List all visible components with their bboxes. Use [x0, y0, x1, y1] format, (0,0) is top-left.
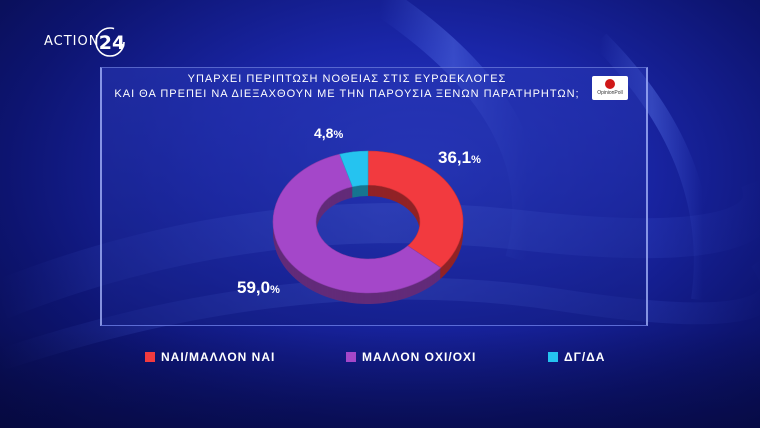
data-label-nai-value: 36,1 — [438, 148, 472, 167]
data-label-oxi-unit: % — [270, 284, 280, 296]
stage-floor — [0, 330, 760, 428]
opinionpoll-logo: OpinionPoll — [592, 76, 628, 100]
legend-swatch-oxi — [346, 352, 356, 362]
donut-slice-nai — [367, 150, 464, 269]
data-label-nai: 36,1% — [438, 148, 481, 168]
chart-title-line2: ΚΑΙ ΘΑ ΠΡΕΠΕΙ ΝΑ ΔΙΕΞΑΧΘΟΥΝ ΜΕ ΤΗΝ ΠΑΡΟΥ… — [114, 88, 580, 100]
legend-item-dgda: ΔΓ/ΔΑ — [548, 349, 605, 365]
logo-number: 24 — [98, 32, 126, 54]
data-label-nai-unit: % — [471, 154, 481, 166]
opinionpoll-logo-text: OpinionPoll — [597, 90, 623, 96]
logo-text: ACTION — [44, 34, 100, 49]
logo-ring-icon — [95, 27, 125, 57]
data-label-oxi-value: 59,0 — [237, 278, 271, 297]
chart-title-line1: ΥΠΑΡΧΕΙ ΠΕΡΙΠΤΩΣΗ ΝΟΘΕΙΑΣ ΣΤΙΣ ΕΥΡΩΕΚΛΟΓ… — [187, 73, 507, 85]
legend-item-nai: ΝΑΙ/ΜΑΛΛΟΝ ΝΑΙ — [145, 349, 275, 365]
data-label-dgda-value: 4,8 — [314, 125, 334, 141]
data-label-dgda-unit: % — [333, 129, 344, 141]
opinionpoll-dot-icon — [605, 79, 615, 89]
legend-label-oxi: ΜΑΛΛΟΝ ΟΧΙ/ΟΧΙ — [362, 350, 477, 364]
data-label-dgda: 4,8% — [314, 125, 343, 141]
legend-swatch-nai — [145, 352, 155, 362]
legend-label-dgda: ΔΓ/ΔΑ — [564, 350, 606, 364]
chart-title: ΥΠΑΡΧΕΙ ΠΕΡΙΠΤΩΣΗ ΝΟΘΕΙΑΣ ΣΤΙΣ ΕΥΡΩΕΚΛΟΓ… — [112, 72, 582, 102]
action24-logo: ACTION 24 — [44, 26, 134, 60]
data-label-oxi: 59,0% — [237, 278, 280, 298]
donut-slice-oxi — [272, 153, 442, 294]
legend-swatch-dgda — [548, 352, 558, 362]
legend-item-oxi: ΜΑΛΛΟΝ ΟΧΙ/ΟΧΙ — [346, 349, 476, 365]
legend-label-nai: ΝΑΙ/ΜΑΛΛΟΝ ΝΑΙ — [161, 350, 276, 364]
donut-slice-dgda — [339, 150, 369, 188]
